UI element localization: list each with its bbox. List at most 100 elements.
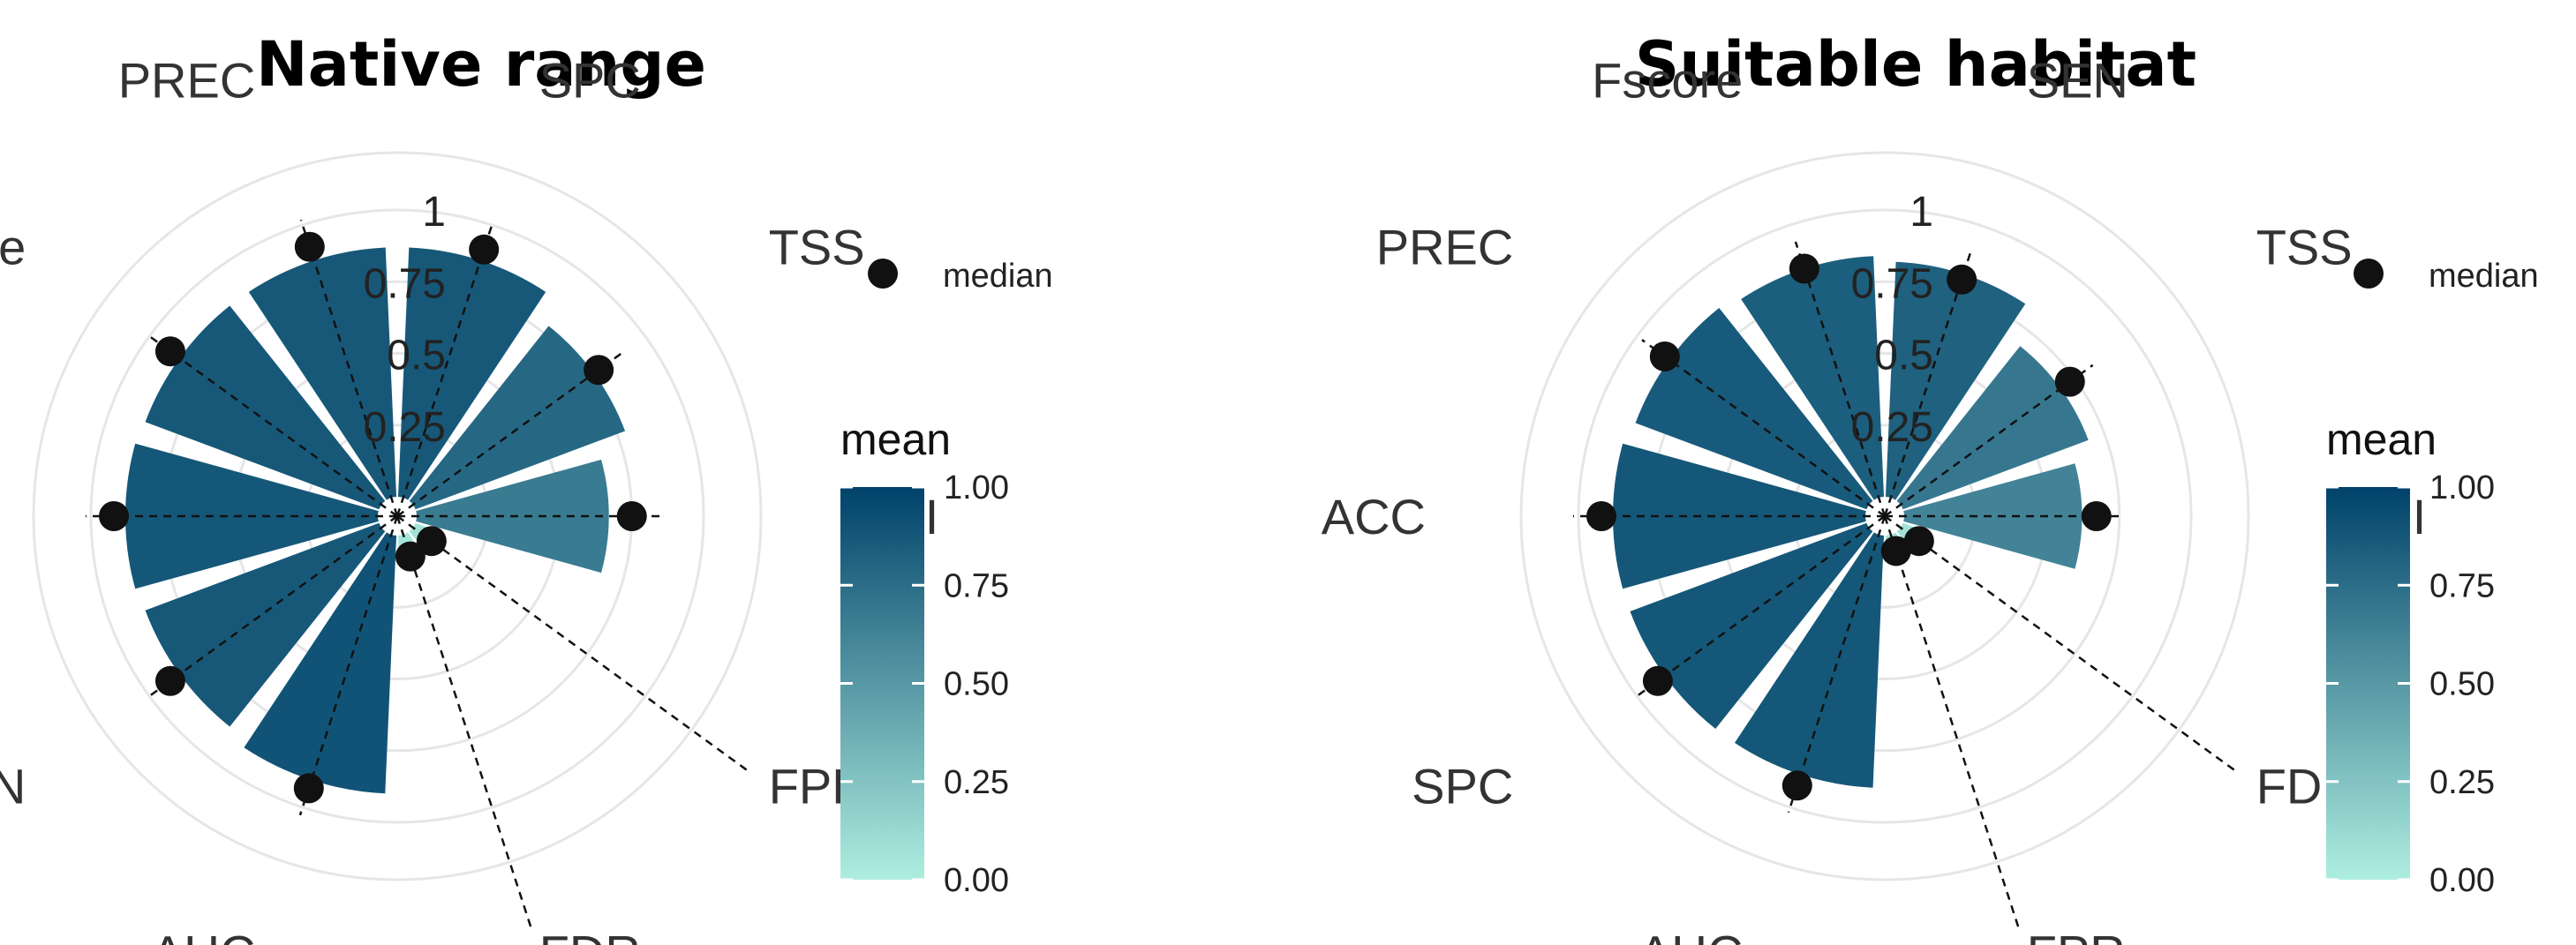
legend-median-marker: [868, 259, 898, 289]
grid-outer-ring: [32, 151, 763, 881]
median-spokes: [86, 219, 749, 928]
spoke-prec: [299, 219, 399, 517]
category-label-acc: ACC: [1322, 489, 1426, 544]
bar-tss: [1896, 346, 2089, 510]
spoke-sen: [1883, 251, 1972, 517]
median-point-fscore: [154, 336, 185, 367]
spoke-fpr: [396, 514, 749, 772]
spoke-spc: [1634, 514, 1886, 699]
median-point-fdr: [1903, 526, 1934, 557]
radial-tick-label: 0.75: [364, 260, 446, 307]
polar-panel-native-range: CBITSSSPCPRECFscoreACCSENAUCFDRFPR0.250.…: [0, 52, 938, 945]
legend-median-label: median: [943, 258, 1053, 295]
median-point-prec: [294, 231, 325, 262]
spoke-fdr: [395, 515, 532, 928]
legend-colorbar-ticks: 1.00 0.75 0.50 0.25 0.00: [840, 469, 1009, 899]
colorbar-tick-label: 0.75: [944, 567, 1009, 604]
bars: [125, 247, 626, 794]
legend-color-title: mean: [2326, 415, 2437, 464]
category-label-spc: SPC: [539, 52, 641, 108]
radial-tick-label: 0.75: [1851, 260, 1933, 307]
median-point-cbi: [2081, 501, 2112, 531]
category-label-sen: SEN: [0, 759, 26, 814]
category-label-prec: PREC: [118, 52, 256, 108]
bar-auc: [1735, 532, 1885, 788]
legend-colorbar-ticks: 1.00 0.75 0.50 0.25 0.00: [2326, 469, 2495, 899]
median-point-tss: [584, 355, 614, 386]
category-label-auc: AUC: [1638, 926, 1743, 945]
median-point-sen: [1947, 264, 1977, 295]
bar-fscore: [145, 305, 386, 510]
radial-tick-label: 0.5: [387, 333, 446, 379]
median-point-auc: [293, 773, 324, 804]
median-point-auc: [1781, 770, 1812, 801]
colorbar-tick-label: 0.00: [944, 862, 1009, 899]
median-point-fscore: [1789, 253, 1819, 284]
category-label-fpr: FPR: [2027, 926, 2126, 945]
category-label-tss: TSS: [2256, 219, 2353, 274]
bar-sen: [145, 522, 386, 727]
legend-suitable-habitat: median mean 1.00 0.75 0.50 0.25 0.00: [2326, 258, 2539, 899]
radial-tick-label: 0.5: [1874, 333, 1933, 379]
bars: [1613, 256, 2089, 788]
colorbar-tick-label: 1.00: [944, 469, 1009, 506]
colorbar-tick-label: 0.75: [2429, 567, 2495, 604]
panel-title-native-range: Native range: [256, 28, 706, 101]
radial-tick-label: 0.25: [1851, 404, 1933, 451]
colorbar-tick-label: 0.50: [2429, 666, 2495, 703]
radial-tick-labels: 0.25 0.5 0.75 1: [1851, 189, 1933, 451]
bar-tss: [409, 326, 626, 510]
median-point-fpr: [1880, 536, 1911, 566]
legend-colorbar: [2326, 487, 2410, 880]
radial-tick-labels: 0.25 0.5 0.75 1: [364, 189, 446, 451]
colorbar-tick-label: 0.25: [2429, 764, 2495, 801]
colorbar-tick-label: 1.00: [2429, 469, 2495, 506]
bar-prec: [1635, 308, 1873, 510]
median-point-acc: [99, 501, 129, 531]
category-label-sen: SEN: [2027, 52, 2128, 108]
grid-outer-ring: [1519, 151, 2250, 881]
median-point-cbi: [616, 501, 647, 531]
spoke-fscore: [1794, 241, 1887, 517]
bar-prec: [248, 247, 397, 500]
radial-tick-label: 0.25: [364, 404, 446, 451]
bar-fscore: [1741, 256, 1885, 500]
bar-cbi: [1903, 463, 2083, 569]
bar-sen: [1885, 261, 2026, 500]
category-label-fscore: Fscore: [1592, 52, 1743, 108]
median-point-fpr: [416, 526, 447, 557]
median-point-fdr: [395, 541, 426, 572]
polar-panel-suitable-habitat: CBITSSSENFscorePRECACCSPCAUCFPRFDR0.250.…: [1322, 52, 2427, 945]
legend-native-range: median mean 1.00 0.75 0.50 0.25 0.00: [840, 258, 1053, 899]
grid-ring: [89, 208, 705, 824]
median-point-spc: [469, 234, 500, 265]
colorbar-tick-label: 0.50: [944, 666, 1009, 703]
median-point-prec: [1649, 341, 1680, 371]
median-spokes: [1573, 241, 2236, 928]
radial-tick-label: 1: [1909, 189, 1933, 236]
category-label-fscore: Fscore: [0, 219, 26, 274]
colorbar-tick-label: 0.00: [2429, 862, 2495, 899]
bar-spc: [1630, 522, 1873, 730]
spoke-sen: [147, 514, 398, 699]
spoke-fscore: [147, 334, 398, 518]
median-point-sen: [154, 665, 185, 696]
spoke-auc: [298, 515, 399, 816]
category-label-prec: PREC: [1376, 219, 1514, 274]
spoke-fpr: [1883, 515, 2020, 928]
median-point-acc: [1586, 501, 1616, 531]
radial-tick-label: 1: [422, 189, 446, 236]
bar-auc: [244, 532, 397, 794]
legend-colorbar: [840, 487, 924, 880]
category-label-spc: SPC: [1412, 759, 1513, 814]
median-point-spc: [1642, 665, 1673, 696]
spoke-fdr: [1884, 514, 2236, 772]
category-label-auc: AUC: [151, 926, 255, 945]
panel-title-suitable-habitat: Suitable habitat: [1635, 28, 2196, 101]
spoke-spc: [395, 221, 494, 517]
category-labels: CBITSSSENFscorePRECACCSPCAUCFPRFDR: [1322, 52, 2427, 945]
spoke-prec: [1641, 339, 1886, 518]
median-point-tss: [2054, 366, 2085, 397]
legend-median-label: median: [2429, 258, 2539, 295]
